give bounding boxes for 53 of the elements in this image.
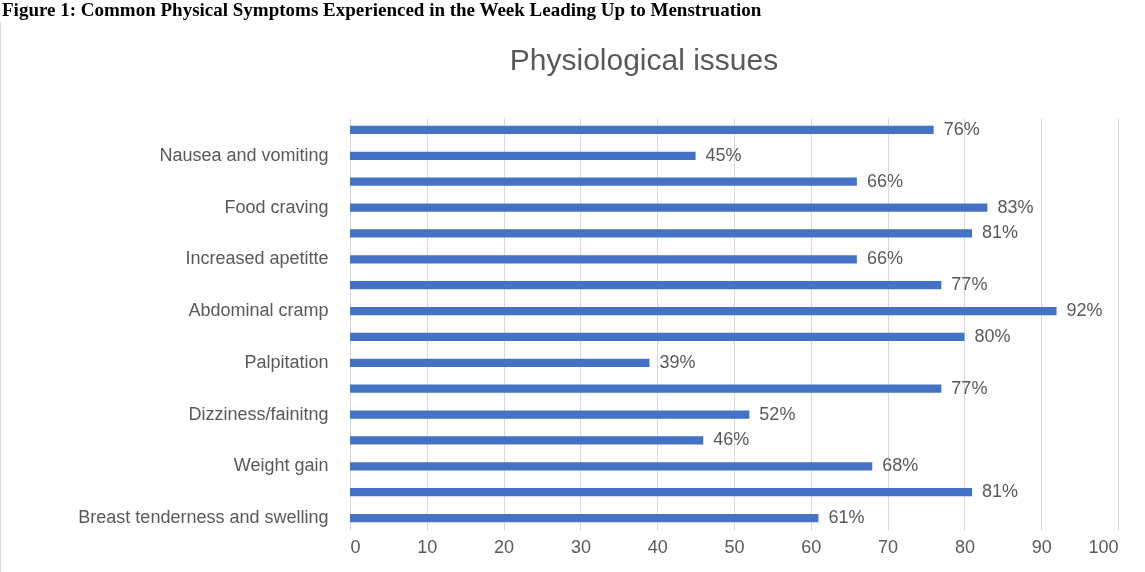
bar [350,151,696,160]
chart-title: Physiological issues [509,43,779,76]
bar [350,488,973,497]
x-tick-label: 100 [1088,536,1119,557]
y-tick-label: Palpitation [244,351,329,372]
bar [350,306,1057,316]
data-label: 45% [705,144,742,165]
data-label: 77% [951,377,988,398]
y-tick-label: Breast tenderness and swelling [78,507,329,528]
bar [350,410,750,419]
bar [350,255,857,264]
x-tick-label: 50 [724,536,745,557]
bar [350,229,973,238]
caption: Figure 1: Common Physical Symptoms Experienced in the Week Leading Up to Menstruation [1,0,763,22]
x-tick-label: 10 [417,536,438,557]
y-tick-label: Nausea and vomiting [159,144,329,165]
data-label: 77% [951,274,988,295]
data-label: 68% [882,455,919,476]
x-tick-label: 90 [1031,536,1052,557]
data-label: 92% [1066,300,1103,321]
x-tick-label: 0 [350,536,361,557]
x-tick-label: 70 [878,536,899,557]
bar [350,332,965,342]
x-tick-label: 60 [801,536,822,557]
y-tick-label: Abdominal cramp [188,300,329,321]
bar [350,177,857,186]
bar [350,384,942,393]
data-label: 83% [997,196,1034,217]
y-tick-label: Increased apetitte [185,248,329,269]
data-label: 80% [974,325,1011,346]
bar [350,436,704,445]
y-tick-label: Food craving [224,196,329,217]
y-tick-label: Weight gain [233,455,329,476]
data-label: 76% [943,118,980,139]
data-label: 66% [866,170,903,191]
bar [350,125,934,135]
data-label: 81% [982,481,1019,502]
data-label: 81% [982,222,1019,243]
data-label: 52% [759,403,796,424]
data-label: 66% [866,248,903,269]
data-label: 46% [713,429,750,450]
data-label: 61% [828,507,865,528]
x-tick-label: 30 [570,536,591,557]
bar [350,462,873,471]
data-label: 39% [659,351,696,372]
bar [350,513,819,523]
y-tick-label: Dizziness/fainitng [188,403,329,424]
x-tick-label: 40 [647,536,668,557]
x-tick-label: 20 [494,536,515,557]
bar [350,358,650,367]
bar [350,203,988,212]
x-tick-label: 80 [954,536,975,557]
bar [350,281,942,290]
